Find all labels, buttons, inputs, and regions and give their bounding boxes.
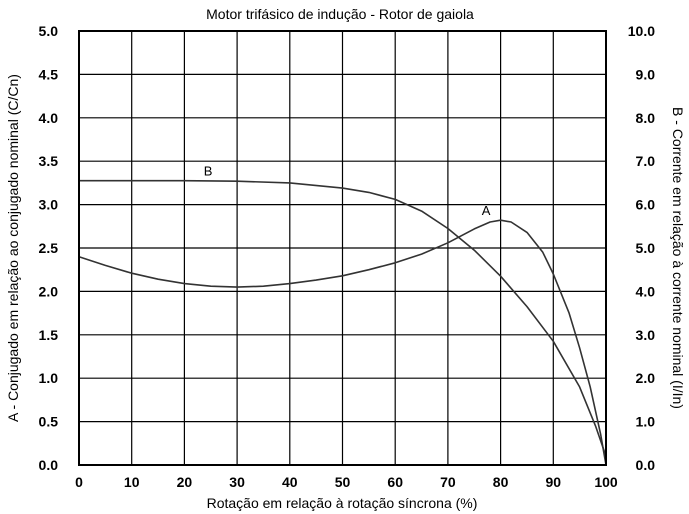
- y-left-tick-label: 1.5: [39, 327, 59, 343]
- series-line-b: [79, 179, 607, 457]
- x-tick-labels: 0 10 20 30 40 50 60 70 80 90 100: [75, 474, 618, 490]
- y-right-tick-labels: 0.0 1.0 2.0 3.0 4.0 5.0 6.0 7.0 8.0 9.0 10.0: [628, 23, 655, 473]
- y-right-axis-label: B - Corrente em relação à corrente nomin…: [670, 107, 686, 409]
- y-right-tick-label: 0.0: [636, 457, 656, 473]
- x-tick-label: 60: [387, 474, 403, 490]
- x-tick-label: 90: [546, 474, 562, 490]
- y-right-tick-label: 2.0: [636, 370, 656, 386]
- x-tick-label: 50: [335, 474, 351, 490]
- series-line-a: [78, 219, 607, 466]
- x-tick-label: 40: [282, 474, 298, 490]
- series-label-a: A: [482, 203, 491, 218]
- x-tick-label: 80: [493, 474, 509, 490]
- x-tick-label: 30: [229, 474, 245, 490]
- y-left-axis-label: A - Conjugado em relação ao conjugado no…: [5, 74, 21, 422]
- y-right-tick-label: 9.0: [636, 66, 656, 82]
- y-right-tick-label: 10.0: [628, 23, 655, 39]
- y-right-tick-label: 5.0: [636, 240, 656, 256]
- y-left-tick-label: 0.5: [39, 414, 59, 430]
- y-left-tick-label: 2.5: [39, 240, 59, 256]
- y-right-tick-label: 8.0: [636, 110, 656, 126]
- x-tick-label: 10: [124, 474, 140, 490]
- y-right-tick-label: 1.0: [636, 414, 656, 430]
- series-label-b: B: [204, 164, 213, 179]
- y-left-tick-label: 1.0: [39, 370, 59, 386]
- x-tick-label: 100: [594, 474, 618, 490]
- x-tick-label: 20: [177, 474, 193, 490]
- y-left-tick-labels: 0.0 0.5 1.0 1.5 2.0 2.5 3.0 3.5 4.0 4.5 5.0: [39, 23, 59, 473]
- x-axis-label: Rotação em relação à rotação síncrona (%…: [207, 495, 478, 511]
- y-left-tick-label: 2.0: [39, 283, 59, 299]
- y-left-tick-label: 5.0: [39, 23, 59, 39]
- y-right-tick-label: 4.0: [636, 283, 656, 299]
- y-left-tick-label: 3.5: [39, 153, 59, 169]
- y-left-tick-label: 4.5: [39, 66, 59, 82]
- y-right-tick-label: 6.0: [636, 197, 656, 213]
- y-left-tick-label: 4.0: [39, 110, 59, 126]
- y-left-tick-label: 3.0: [39, 197, 59, 213]
- y-left-tick-label: 0.0: [39, 457, 59, 473]
- grid: [78, 30, 607, 466]
- y-right-tick-label: 7.0: [636, 153, 656, 169]
- plot-frame: [78, 30, 607, 466]
- series-group: AB: [78, 164, 607, 466]
- x-tick-label: 0: [75, 474, 83, 490]
- x-tick-label: 70: [440, 474, 456, 490]
- y-right-tick-label: 3.0: [636, 327, 656, 343]
- chart-title: Motor trifásico de indução - Rotor de ga…: [206, 6, 474, 22]
